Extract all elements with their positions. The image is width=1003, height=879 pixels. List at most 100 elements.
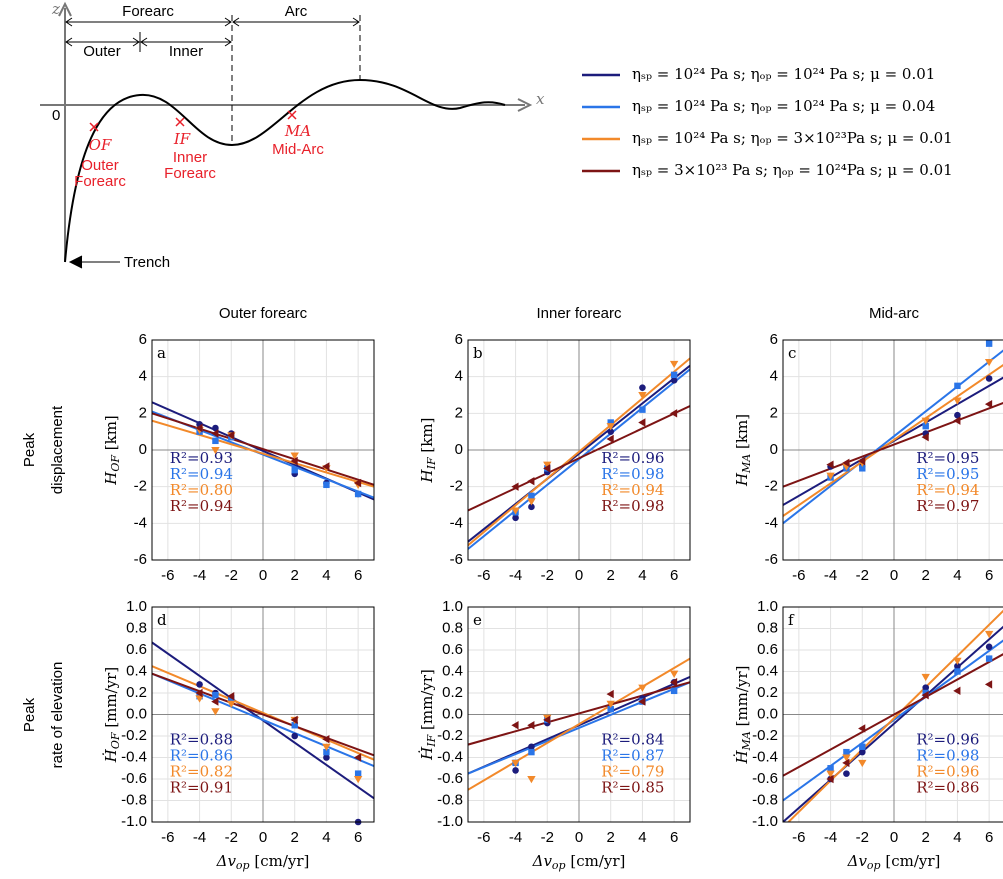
y-tick-label: -2: [134, 478, 147, 495]
x-arrow: [517, 98, 533, 112]
y-label-part: H: [733, 472, 751, 487]
y-tick-label: -1.0: [752, 813, 778, 830]
point: [638, 697, 646, 706]
y-label-part: [mm/yr]: [102, 667, 120, 733]
x-label: x: [536, 90, 545, 108]
y-tick-label: -0.8: [121, 791, 147, 808]
y-tick-label: -6: [450, 551, 463, 568]
point: [843, 748, 850, 756]
y-tick-label: 0: [139, 441, 147, 458]
fit-line: [783, 402, 1003, 488]
r2-label: R²=0.86: [916, 778, 979, 796]
point: [669, 409, 678, 418]
y-tick-label: -0.4: [437, 748, 463, 765]
point: [511, 507, 520, 515]
point: [922, 684, 930, 691]
r2-label: R²=0.94: [916, 481, 979, 499]
y-tick-label: 0.0: [442, 705, 463, 722]
row-label: displacement: [49, 405, 66, 494]
point: [528, 743, 535, 751]
r2-label: R²=0.98: [601, 465, 664, 483]
panel-title: Inner forearc: [536, 305, 622, 322]
point: [322, 743, 331, 751]
point: [353, 753, 362, 762]
y-tick-label: -4: [765, 514, 778, 531]
y-tick-label: 2: [139, 404, 147, 421]
fit-line: [783, 639, 1003, 802]
point: [227, 431, 235, 440]
if-name: Forearc: [164, 165, 216, 182]
point: [195, 688, 203, 698]
legend-label: ηₛₚ = 10²⁴ Pa s; ηₒₚ = 10²⁴ Pa s; μ = 0.…: [632, 97, 935, 115]
r2-label: R²=0.93: [170, 449, 233, 467]
point: [985, 643, 993, 651]
fit-line: [783, 363, 1003, 517]
point: [826, 770, 835, 778]
point: [921, 690, 929, 700]
point: [195, 423, 203, 433]
inner-label: Inner: [169, 43, 203, 60]
r2-label: R²=0.80: [170, 481, 233, 499]
y-label-part: IF: [425, 457, 438, 470]
point: [670, 687, 678, 695]
x-tick-label: 6: [354, 829, 362, 846]
point: [527, 498, 536, 506]
point: [638, 418, 646, 427]
x-label-part: [cm/yr]: [881, 852, 941, 870]
point: [227, 692, 235, 701]
point: [323, 754, 330, 761]
x-tick-label: -4: [193, 567, 206, 584]
y-tick-label: -0.2: [752, 727, 778, 744]
x-tick-label: 2: [607, 829, 615, 846]
y-tick-label: -2: [765, 478, 778, 495]
x-tick-label: 2: [922, 567, 930, 584]
x-label-part: Δv: [532, 852, 553, 870]
y-tick-label: 0.0: [757, 705, 778, 722]
panel-letter: d: [157, 611, 167, 629]
y-tick-label: 0: [770, 441, 778, 458]
x-tick-label: 0: [259, 829, 267, 846]
point: [527, 476, 535, 486]
x-tick-label: -4: [824, 567, 837, 584]
x-tick-label: 6: [985, 829, 993, 846]
r2-label: R²=0.82: [170, 762, 233, 780]
topography: [64, 78, 506, 263]
point: [353, 478, 362, 488]
y-tick-label: -1.0: [437, 813, 463, 830]
r2-label: R²=0.94: [170, 497, 233, 515]
x-axis-label: Δvop [cm/yr]: [847, 852, 941, 872]
fit-line: [152, 672, 374, 768]
y-label-part: [km]: [102, 415, 120, 455]
r2-label: R²=0.84: [601, 730, 664, 748]
fit-line: [152, 412, 374, 486]
markers: [89, 110, 297, 132]
point: [842, 758, 850, 768]
point: [212, 424, 219, 432]
point: [984, 399, 993, 409]
point: [543, 715, 551, 725]
y-tick-label: -0.6: [752, 770, 778, 787]
point: [528, 748, 535, 756]
point: [543, 464, 551, 473]
y-axis-label: HMA [km]: [733, 414, 753, 487]
frame: [782, 606, 1003, 823]
fit-line: [468, 364, 690, 543]
point: [528, 503, 535, 511]
y-axis-label: ḢIF [mm/yr]: [418, 669, 438, 761]
point: [638, 684, 647, 692]
x-label-part: op: [236, 859, 250, 872]
point: [858, 456, 866, 466]
x-tick-label: 4: [953, 567, 961, 584]
y-tick-label: 0.2: [757, 684, 778, 701]
point: [290, 452, 299, 460]
r2-label: R²=0.98: [601, 497, 664, 515]
point: [211, 447, 220, 455]
r2-label: R²=0.97: [916, 497, 979, 515]
y-tick-label: -4: [450, 514, 463, 531]
x-tick-label: -4: [509, 567, 522, 584]
r2-label: R²=0.94: [170, 465, 233, 483]
point: [954, 662, 961, 670]
x-tick-label: 2: [922, 829, 930, 846]
panel-letter: e: [473, 611, 482, 629]
